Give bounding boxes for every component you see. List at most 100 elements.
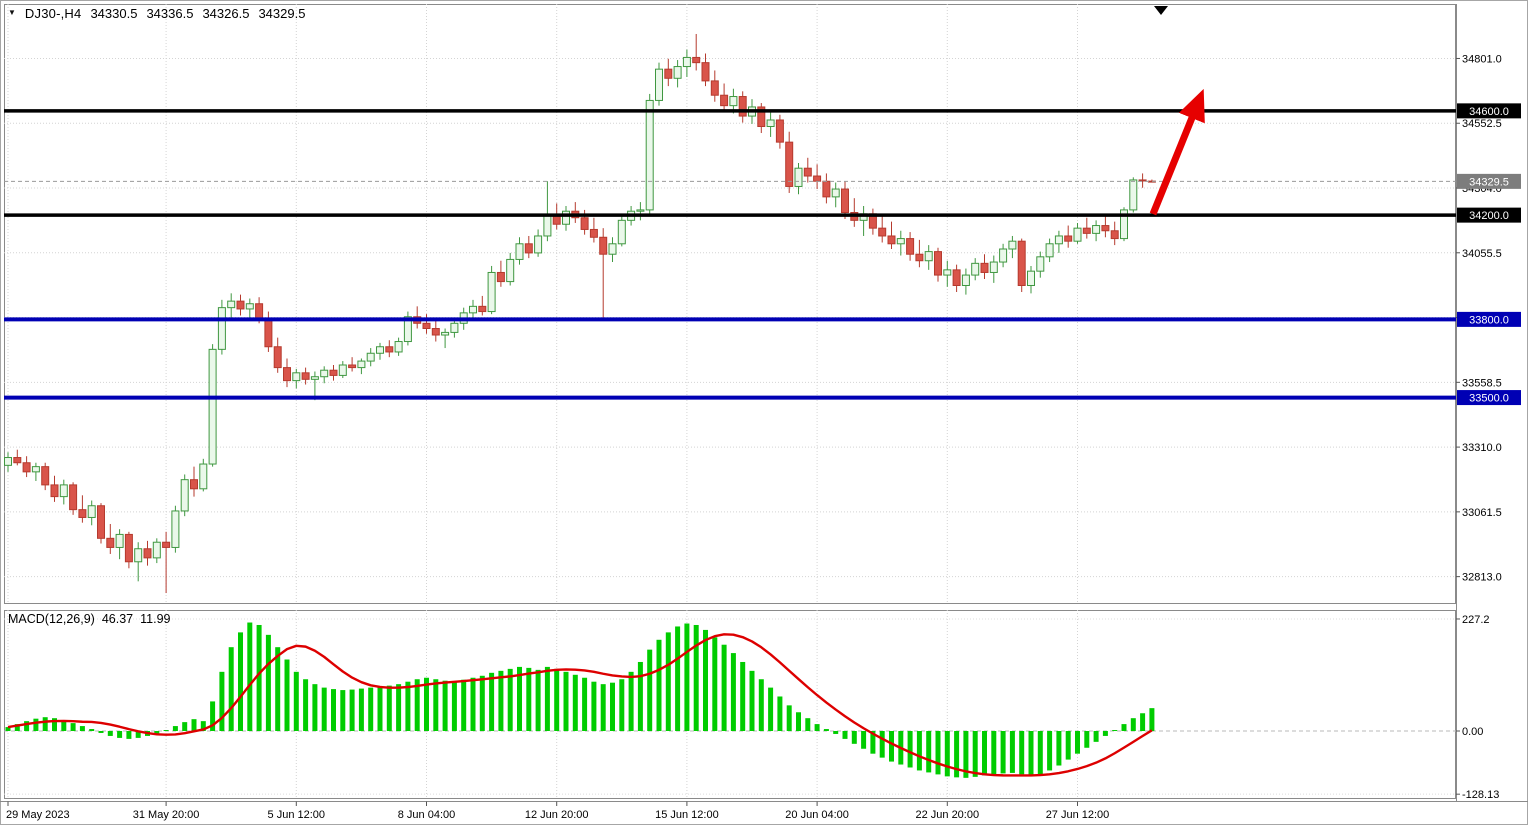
macd-bar — [944, 731, 950, 777]
price-tag-label: 33500.0 — [1469, 393, 1509, 405]
macd-bar — [535, 669, 541, 732]
candle-body — [766, 119, 775, 128]
macd-bar — [935, 731, 941, 775]
macd-bar — [191, 719, 197, 732]
macd-bar — [1149, 708, 1155, 732]
macd-bar — [675, 626, 681, 732]
macd-bar — [665, 632, 671, 732]
price-tag — [1457, 173, 1521, 189]
macd-bar — [1130, 718, 1136, 732]
macd-bar — [377, 686, 383, 732]
price-tag — [1457, 390, 1521, 406]
candle-body — [831, 188, 840, 198]
macd-bar — [358, 688, 364, 732]
time-axis-label: 15 Jun 12:00 — [655, 809, 719, 821]
macd-bar — [228, 647, 234, 732]
macd-axis[interactable]: 227.2 0.00 -128.13 — [1456, 614, 1499, 801]
candle-body — [338, 364, 347, 376]
candle-body — [655, 68, 663, 101]
macd-bar — [572, 674, 578, 732]
candle-body — [673, 66, 682, 79]
macd-bar — [163, 730, 169, 732]
macd-bar — [14, 724, 20, 732]
candle-body — [255, 303, 264, 319]
price-axis-label: 33558.5 — [1462, 377, 1502, 389]
candle-body — [580, 217, 589, 230]
candle-body — [841, 188, 849, 214]
candle-body — [999, 248, 1008, 263]
candle-body — [180, 479, 189, 512]
candle-body — [366, 352, 375, 362]
candle-body — [785, 141, 794, 187]
macd-bar — [79, 726, 85, 732]
candle-body — [22, 462, 31, 473]
candle-body — [273, 346, 282, 369]
trend-arrow[interactable] — [1149, 88, 1205, 216]
macd-bar — [247, 622, 253, 732]
candle-body — [887, 235, 896, 245]
candle-body — [1129, 179, 1138, 211]
candle-body — [478, 305, 487, 313]
trend-arrow-line[interactable] — [1149, 88, 1205, 216]
macd-bar — [768, 687, 774, 732]
candle-body — [78, 509, 87, 518]
macd-bar — [331, 689, 336, 732]
macd-bar — [582, 677, 588, 732]
time-axis[interactable]: 29 May 2023 31 May 20:00 5 Jun 12:00 8 Jun … — [6, 801, 1109, 822]
macd-bar — [610, 682, 615, 732]
macd-bar — [70, 723, 76, 732]
price-axis[interactable]: 34801.034552.534304.034055.533807.033558… — [1456, 53, 1521, 584]
candle-body — [822, 180, 831, 198]
macd-bar — [600, 684, 606, 732]
candle-body — [1045, 243, 1054, 258]
macd-bar — [321, 687, 327, 732]
candle-body — [50, 484, 59, 498]
candle-body — [87, 505, 96, 518]
macd-bar — [1102, 731, 1108, 736]
candle-body — [878, 227, 887, 237]
macd-bar — [210, 701, 216, 732]
macd-bar — [238, 632, 243, 732]
macd-bar — [442, 680, 448, 732]
candle-body — [952, 269, 961, 286]
candle-body — [329, 369, 338, 376]
candle-body — [1092, 225, 1101, 234]
candle-body — [720, 94, 729, 107]
candle-body — [292, 372, 301, 382]
price-tag-label: 33800.0 — [1469, 314, 1509, 326]
chart-shift-marker-icon[interactable] — [1154, 6, 1168, 15]
price-axis-label: 34801.0 — [1462, 53, 1502, 65]
macd-bar — [703, 629, 708, 732]
macd-bar — [517, 666, 522, 732]
candle-body — [1027, 270, 1035, 286]
macd-bar — [1093, 731, 1099, 742]
macd-bar — [758, 679, 764, 732]
candle-body — [1064, 235, 1073, 242]
candle-body — [376, 346, 384, 354]
macd-bar — [33, 718, 39, 732]
level-lines[interactable] — [4, 109, 1456, 400]
macd-bar — [777, 696, 783, 732]
macd-bar — [842, 731, 848, 739]
macd-bar — [554, 668, 560, 732]
macd-bar — [349, 689, 355, 732]
candle-body — [422, 322, 431, 330]
macd-bar — [721, 644, 727, 732]
macd-bar — [861, 731, 867, 749]
macd-bar — [982, 731, 987, 776]
time-axis-label: 22 Jun 20:00 — [915, 809, 979, 821]
macd-bar — [256, 624, 262, 732]
candle-body — [97, 505, 105, 539]
candle-body — [245, 303, 254, 310]
macd-bar — [796, 712, 801, 732]
macd-bar — [889, 731, 894, 762]
candle-body — [450, 322, 459, 333]
macd-bar — [1140, 713, 1146, 732]
macd-bar — [507, 668, 513, 732]
candle-body — [729, 96, 738, 107]
candle-body — [4, 457, 12, 466]
candle-body — [1138, 179, 1147, 182]
candle-body — [692, 56, 701, 64]
